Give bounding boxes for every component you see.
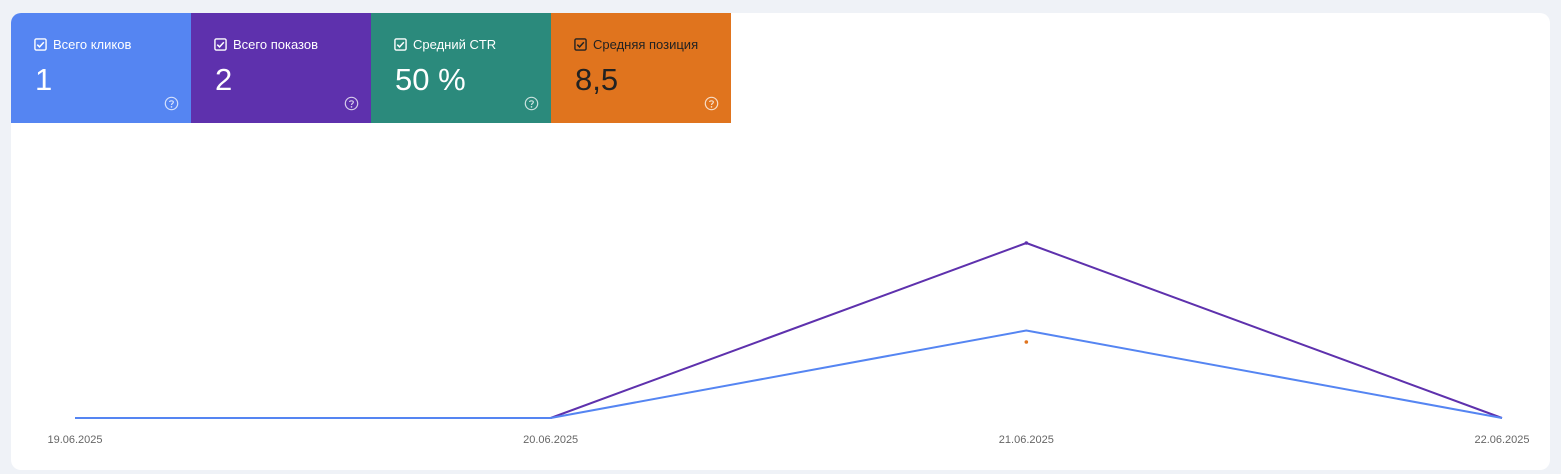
metric-label-clicks: Всего кликов bbox=[53, 37, 132, 52]
x-tick-label: 21.06.2025 bbox=[999, 434, 1054, 446]
clicks-series-line bbox=[75, 329, 1503, 419]
metric-label-position: Средняя позиция bbox=[593, 37, 699, 52]
metric-value-ctr: 50 % bbox=[395, 62, 466, 97]
checkbox-checked-icon[interactable] bbox=[34, 38, 47, 51]
x-tick-label: 20.06.2025 bbox=[523, 434, 578, 446]
metric-value-position: 8,5 bbox=[575, 62, 619, 97]
x-tick-label: 22.06.2025 bbox=[1474, 434, 1529, 446]
metric-label-ctr: Средний CTR bbox=[413, 37, 497, 52]
metric-tiles: Всего кликов 1 Всего показов 2 bbox=[11, 13, 731, 123]
checkbox-checked-icon[interactable] bbox=[394, 38, 407, 51]
metric-value-impressions: 2 bbox=[215, 62, 233, 97]
metric-value-clicks: 1 bbox=[35, 62, 53, 97]
metric-tile-clicks[interactable]: Всего кликов 1 bbox=[11, 13, 191, 123]
metric-tile-impressions[interactable]: Всего показов 2 bbox=[191, 13, 371, 123]
metric-tile-ctr[interactable]: Средний CTR 50 % bbox=[371, 13, 551, 123]
x-tick-label: 19.06.2025 bbox=[47, 434, 102, 446]
position-point bbox=[1024, 340, 1029, 344]
help-circle-icon[interactable] bbox=[524, 96, 539, 111]
metric-label-impressions: Всего показов bbox=[233, 37, 318, 52]
checkbox-checked-icon[interactable] bbox=[574, 38, 587, 51]
help-circle-icon[interactable] bbox=[164, 96, 179, 111]
impressions-point bbox=[1024, 241, 1029, 245]
checkbox-checked-icon[interactable] bbox=[214, 38, 227, 51]
help-circle-icon[interactable] bbox=[704, 96, 719, 111]
metric-tile-position[interactable]: Средняя позиция 8,5 bbox=[551, 13, 731, 123]
help-circle-icon[interactable] bbox=[344, 96, 359, 111]
performance-chart: 19.06.2025 20.06.2025 21.06.2025 22.06.2025 bbox=[47, 241, 1530, 446]
performance-card: 19.06.2025 20.06.2025 21.06.2025 22.06.2025… bbox=[11, 13, 1550, 470]
impressions-series-line bbox=[75, 242, 1503, 419]
